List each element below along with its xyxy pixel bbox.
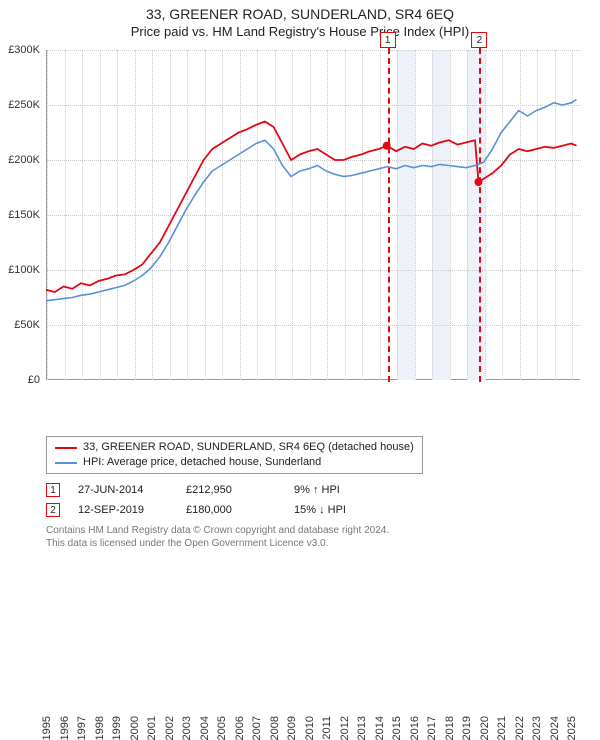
title-address: 33, GREENER ROAD, SUNDERLAND, SR4 6EQ [0,6,600,22]
legend-row: HPI: Average price, detached house, Sund… [55,455,414,470]
x-axis-label: 2014 [374,716,386,740]
footer: Contains HM Land Registry data © Crown c… [46,524,389,550]
y-axis-label: £100K [0,264,40,276]
marker-dot [474,178,482,186]
x-axis-label: 2011 [321,716,333,740]
y-axis-label: £150K [0,209,40,221]
x-axis-label: 2010 [304,716,316,740]
footer-line2: This data is licensed under the Open Gov… [46,537,389,550]
y-axis-label: £200K [0,154,40,166]
x-axis-label: 2012 [339,716,351,740]
x-axis-label: 2005 [216,716,228,740]
legend-swatch [55,447,77,449]
y-axis-label: £0 [0,374,40,386]
x-axis-label: 2018 [444,716,456,740]
x-axis-label: 2021 [496,716,508,740]
legend-row: 33, GREENER ROAD, SUNDERLAND, SR4 6EQ (d… [55,440,414,455]
footer-line1: Contains HM Land Registry data © Crown c… [46,524,389,537]
x-axis-label: 2008 [269,716,281,740]
x-axis-label: 2022 [514,716,526,740]
x-axis-label: 2023 [531,716,543,740]
x-axis-label: 1998 [94,716,106,740]
x-axis-label: 1995 [41,716,53,740]
x-axis-label: 2024 [549,716,561,740]
legend-label: HPI: Average price, detached house, Sund… [83,455,321,470]
sale-delta: 9% ↑ HPI [294,484,404,496]
x-axis-label: 2019 [461,716,473,740]
marker-badge: 2 [471,32,487,48]
chart-svg [46,50,580,380]
chart-container: 33, GREENER ROAD, SUNDERLAND, SR4 6EQ Pr… [0,0,600,560]
legend-swatch [55,462,77,464]
x-axis-label: 2003 [181,716,193,740]
x-axis-label: 1997 [76,716,88,740]
sales-rows: 1 27-JUN-2014 £212,950 9% ↑ HPI 2 12-SEP-2019… [46,480,404,520]
sale-price: £180,000 [186,504,276,516]
titles: 33, GREENER ROAD, SUNDERLAND, SR4 6EQ Pr… [0,0,600,39]
sale-badge: 2 [46,503,60,517]
x-axis-label: 2017 [426,716,438,740]
sale-price: £212,950 [186,484,276,496]
x-axis-label: 2006 [234,716,246,740]
chart-area: 12 £0£50K£100K£150K£200K£250K£300K199519… [46,50,580,400]
x-axis-label: 2002 [164,716,176,740]
legend-box: 33, GREENER ROAD, SUNDERLAND, SR4 6EQ (d… [46,436,423,474]
x-axis-label: 1996 [59,716,71,740]
x-axis-label: 2009 [286,716,298,740]
x-axis-label: 2016 [409,716,421,740]
y-axis-label: £300K [0,44,40,56]
y-axis-label: £50K [0,319,40,331]
sale-date: 12-SEP-2019 [78,504,168,516]
x-axis-label: 2025 [566,716,578,740]
x-axis-label: 1999 [111,716,123,740]
x-axis-label: 2004 [199,716,211,740]
sale-date: 27-JUN-2014 [78,484,168,496]
x-axis-label: 2015 [391,716,403,740]
x-axis-label: 2000 [129,716,141,740]
x-axis-label: 2007 [251,716,263,740]
sale-delta: 15% ↓ HPI [294,504,404,516]
series-line [46,122,577,293]
series-line [46,100,577,301]
x-axis-label: 2013 [356,716,368,740]
sale-row: 2 12-SEP-2019 £180,000 15% ↓ HPI [46,500,404,520]
sale-row: 1 27-JUN-2014 £212,950 9% ↑ HPI [46,480,404,500]
x-axis-label: 2020 [479,716,491,740]
sale-badge: 1 [46,483,60,497]
title-sub: Price paid vs. HM Land Registry's House … [0,24,600,39]
legend-label: 33, GREENER ROAD, SUNDERLAND, SR4 6EQ (d… [83,440,414,455]
marker-dot [383,142,391,150]
y-axis-label: £250K [0,99,40,111]
marker-badge: 1 [380,32,396,48]
x-axis-label: 2001 [146,716,158,740]
